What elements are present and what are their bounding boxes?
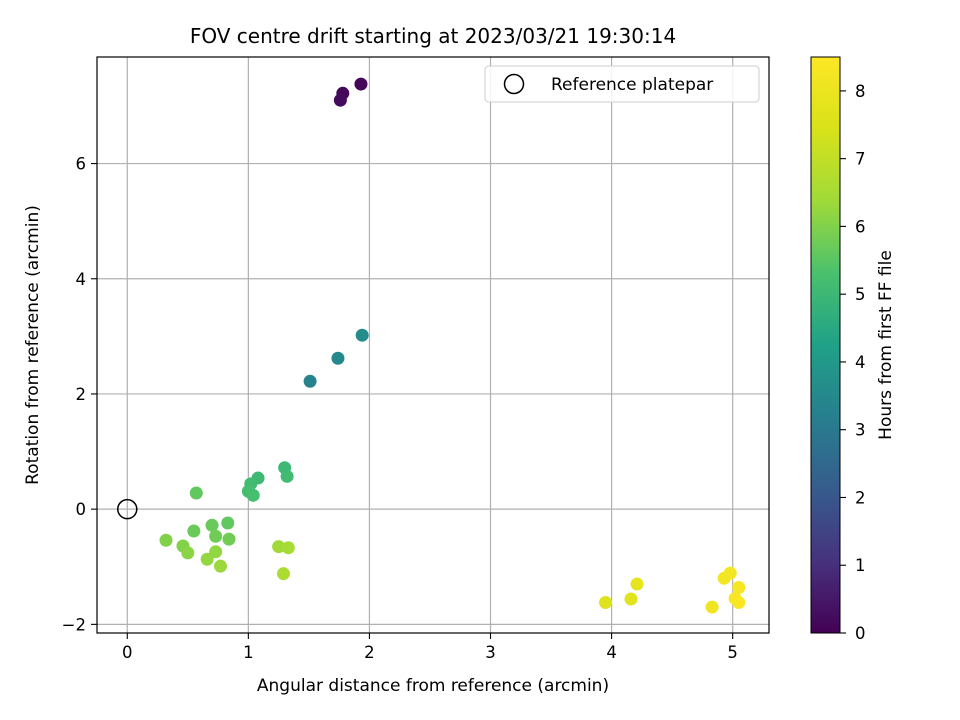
data-point xyxy=(732,595,746,609)
data-point xyxy=(187,524,201,538)
chart-title: FOV centre drift starting at 2023/03/21 … xyxy=(190,24,676,48)
colorbar-tick-label: 1 xyxy=(855,556,866,575)
data-point xyxy=(280,469,294,483)
y-axis-ticks: −2 0 2 4 6 xyxy=(62,155,97,634)
data-point xyxy=(205,518,219,532)
legend: Reference platepar xyxy=(484,65,760,103)
colorbar-tick-label: 8 xyxy=(855,82,866,101)
data-point xyxy=(214,559,228,573)
y-tick-label: 2 xyxy=(76,385,87,404)
data-point xyxy=(705,600,719,614)
data-point xyxy=(355,328,369,342)
data-point xyxy=(209,545,223,559)
legend-marker xyxy=(503,73,525,95)
legend-label: Reference platepar xyxy=(551,75,713,95)
x-axis-ticks: 0 1 2 3 4 5 xyxy=(122,633,738,662)
data-point xyxy=(189,486,203,500)
data-point xyxy=(354,77,368,91)
data-points xyxy=(159,77,746,614)
x-tick-label: 1 xyxy=(243,643,254,662)
data-point xyxy=(159,533,173,547)
colorbar-tick-label: 3 xyxy=(855,421,866,440)
data-point xyxy=(630,577,644,591)
data-point xyxy=(221,516,235,530)
data-point xyxy=(723,566,737,580)
colorbar-tick-label: 2 xyxy=(855,488,866,507)
legend-box xyxy=(484,65,760,103)
data-point xyxy=(333,93,347,107)
y-tick-label: 4 xyxy=(76,270,87,289)
y-tick-label: −2 xyxy=(62,615,86,634)
colorbar-tick-label: 0 xyxy=(855,624,866,643)
data-point xyxy=(599,595,613,609)
x-tick-label: 5 xyxy=(727,643,738,662)
data-point xyxy=(272,540,286,554)
colorbar-tick-label: 7 xyxy=(855,150,866,169)
colorbar-label: Hours from first FF file xyxy=(876,250,896,440)
colorbar-tick-label: 6 xyxy=(855,217,866,236)
x-tick-label: 2 xyxy=(364,643,375,662)
data-point xyxy=(181,546,195,560)
data-point xyxy=(276,567,290,581)
colorbar-tick-label: 4 xyxy=(855,353,866,372)
data-point xyxy=(624,592,638,606)
y-grid xyxy=(97,162,769,625)
x-axis-label: Angular distance from reference (arcmin) xyxy=(257,676,609,696)
plot-area xyxy=(97,57,769,633)
plot-frame xyxy=(96,56,770,634)
x-grid xyxy=(126,57,734,633)
y-tick-label: 0 xyxy=(76,500,87,519)
data-point xyxy=(331,351,345,365)
x-tick-label: 4 xyxy=(606,643,617,662)
data-point xyxy=(303,374,317,388)
data-point xyxy=(246,488,260,502)
colorbar xyxy=(810,56,841,634)
data-point xyxy=(281,541,295,555)
x-tick-label: 3 xyxy=(485,643,496,662)
y-tick-label: 6 xyxy=(76,155,87,174)
colorbar-ticks: 0 1 2 3 4 5 6 7 8 xyxy=(840,82,866,643)
data-point xyxy=(222,532,236,546)
x-tick-label: 0 xyxy=(122,643,133,662)
colorbar-tick-label: 5 xyxy=(855,285,866,304)
y-axis-label: Rotation from reference (arcmin) xyxy=(23,205,43,485)
reference-platepar-marker xyxy=(117,498,138,520)
data-point xyxy=(732,580,746,594)
data-point xyxy=(200,552,214,566)
data-point xyxy=(209,529,223,543)
